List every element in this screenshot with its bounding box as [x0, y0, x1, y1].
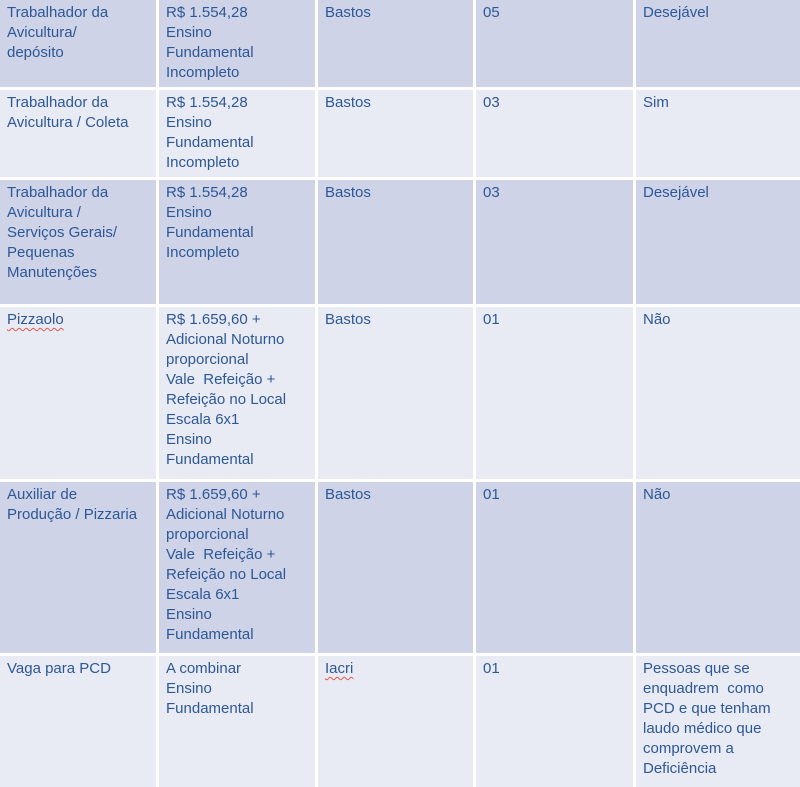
- cell-pay-education: R$ 1.554,28 Ensino Fundamental Incomplet…: [159, 0, 315, 87]
- experience-text: Desejável: [643, 4, 709, 21]
- cell-pay-education: R$ 1.554,28 Ensino Fundamental Incomplet…: [159, 90, 315, 177]
- experience-text: Desejável: [643, 184, 709, 201]
- cell-openings: 03: [476, 90, 633, 177]
- city-text: Bastos: [325, 184, 371, 201]
- pay-education-text: A combinar Ensino Fundamental: [166, 660, 254, 717]
- cell-openings: 05: [476, 0, 633, 87]
- experience-text: Pessoas que se enquadrem como PCD e que …: [643, 660, 771, 777]
- pay-education-text: R$ 1.659,60 + Adicional Noturno proporci…: [166, 486, 287, 643]
- experience-text: Sim: [643, 94, 669, 111]
- role-text: Trabalhador da Avicultura / Serviços Ger…: [7, 184, 118, 281]
- pay-education-text: R$ 1.554,28 Ensino Fundamental Incomplet…: [166, 184, 254, 261]
- city-text: Bastos: [325, 486, 371, 503]
- cell-experience: Não: [636, 482, 800, 653]
- role-text: Auxiliar de Produção / Pizzaria: [7, 486, 138, 523]
- cell-city: Bastos: [318, 90, 473, 177]
- experience-text: Não: [643, 311, 671, 328]
- cell-openings: 01: [476, 656, 633, 787]
- openings-text: 01: [483, 660, 500, 677]
- cell-role: Trabalhador da Avicultura/ depósito: [0, 0, 156, 87]
- city-text: Bastos: [325, 311, 371, 328]
- role-text: Vaga para PCD: [7, 660, 111, 677]
- cell-experience: Desejável: [636, 180, 800, 304]
- cell-pay-education: R$ 1.659,60 + Adicional Noturno proporci…: [159, 482, 315, 653]
- experience-text: Não: [643, 486, 671, 503]
- cell-city: Iacri: [318, 656, 473, 787]
- cell-experience: Sim: [636, 90, 800, 177]
- cell-city: Bastos: [318, 0, 473, 87]
- cell-city: Bastos: [318, 482, 473, 653]
- cell-role: Trabalhador da Avicultura / Serviços Ger…: [0, 180, 156, 304]
- openings-text: 01: [483, 486, 500, 503]
- cell-role: Pizzaolo: [0, 307, 156, 479]
- role-text: Trabalhador da Avicultura/ depósito: [7, 4, 109, 61]
- city-text-misspelled: Iacri: [325, 660, 354, 677]
- role-text: Trabalhador da Avicultura / Coleta: [7, 94, 129, 131]
- pay-education-text: R$ 1.659,60 + Adicional Noturno proporci…: [166, 311, 287, 468]
- openings-text: 03: [483, 184, 500, 201]
- pay-education-text: R$ 1.554,28 Ensino Fundamental Incomplet…: [166, 94, 254, 171]
- city-text: Bastos: [325, 4, 371, 21]
- cell-pay-education: R$ 1.659,60 + Adicional Noturno proporci…: [159, 307, 315, 479]
- cell-city: Bastos: [318, 307, 473, 479]
- pay-education-text: R$ 1.554,28 Ensino Fundamental Incomplet…: [166, 4, 254, 81]
- cell-experience: Pessoas que se enquadrem como PCD e que …: [636, 656, 800, 787]
- cell-openings: 01: [476, 307, 633, 479]
- role-text-misspelled: Pizzaolo: [7, 311, 64, 328]
- cell-role: Auxiliar de Produção / Pizzaria: [0, 482, 156, 653]
- cell-openings: 03: [476, 180, 633, 304]
- cell-city: Bastos: [318, 180, 473, 304]
- cell-experience: Não: [636, 307, 800, 479]
- cell-experience: Desejável: [636, 0, 800, 87]
- openings-text: 01: [483, 311, 500, 328]
- cell-pay-education: A combinar Ensino Fundamental: [159, 656, 315, 787]
- openings-text: 03: [483, 94, 500, 111]
- cell-openings: 01: [476, 482, 633, 653]
- cell-role: Trabalhador da Avicultura / Coleta: [0, 90, 156, 177]
- cell-role: Vaga para PCD: [0, 656, 156, 787]
- cell-pay-education: R$ 1.554,28 Ensino Fundamental Incomplet…: [159, 180, 315, 304]
- openings-text: 05: [483, 4, 500, 21]
- city-text: Bastos: [325, 94, 371, 111]
